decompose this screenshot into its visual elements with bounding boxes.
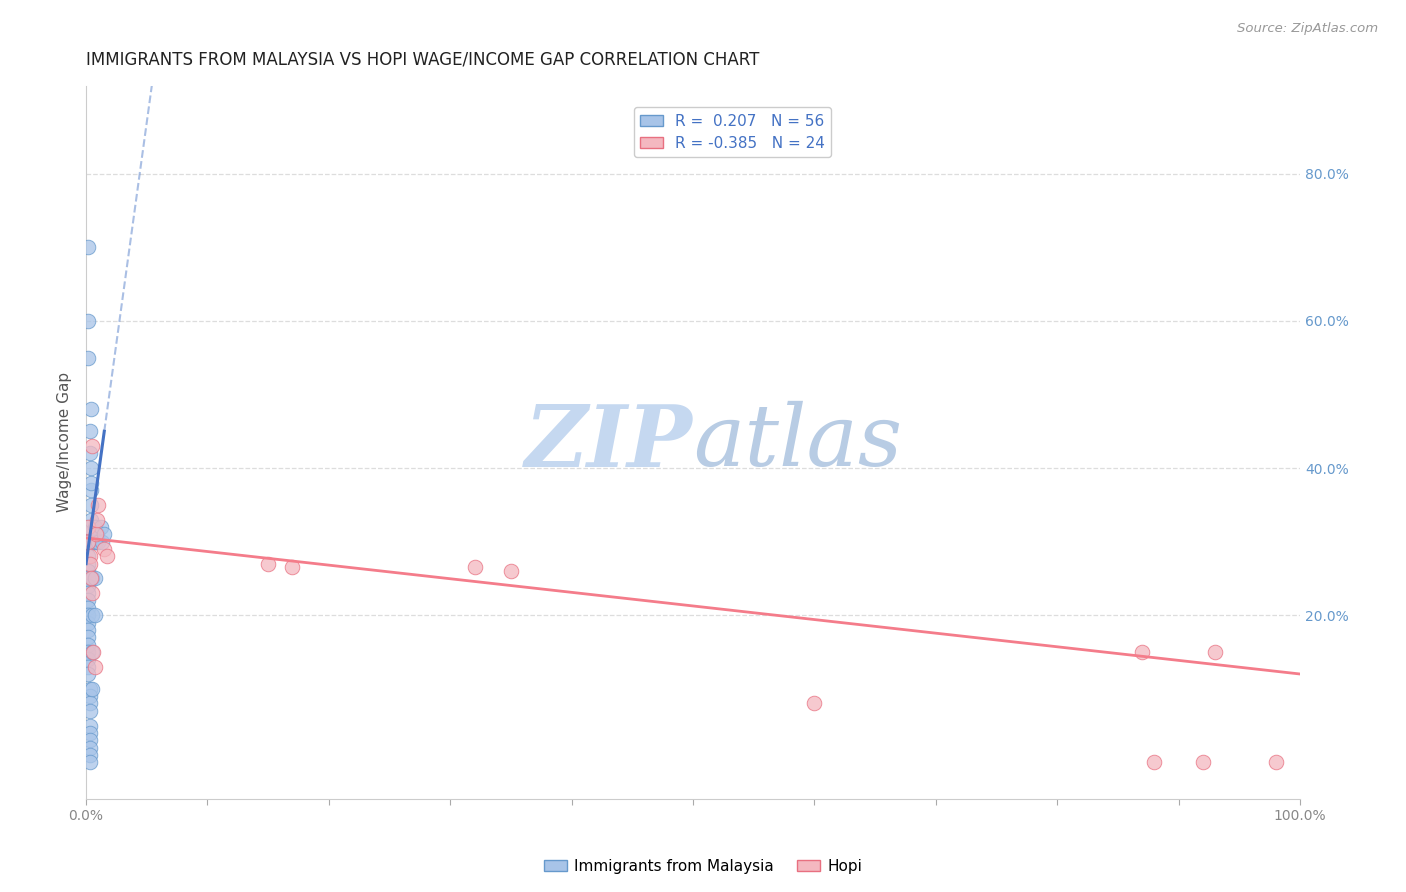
Point (77, 652, 100, 666)
Point (77, 608, 100, 623)
Point (82, 586, 104, 600)
Point (82, 645, 104, 659)
Point (96, 549, 118, 564)
Point (79, 557, 101, 571)
Point (1264, 756, 1286, 770)
Text: IMMIGRANTS FROM MALAYSIA VS HOPI WAGE/INCOME GAP CORRELATION CHART: IMMIGRANTS FROM MALAYSIA VS HOPI WAGE/IN… (86, 51, 759, 69)
Point (90, 534, 112, 549)
Point (86, 527, 108, 541)
Point (82, 534, 104, 549)
Point (79, 697, 101, 711)
Point (80, 461, 103, 475)
Point (77, 314, 100, 328)
Point (77, 579, 100, 593)
Point (93, 527, 115, 541)
Point (77, 520, 100, 534)
Point (79, 740, 101, 755)
Point (80, 498, 103, 512)
Point (77, 527, 100, 541)
Point (82, 681, 104, 696)
Point (77, 549, 100, 564)
Point (77, 557, 100, 571)
Point (82, 439, 104, 453)
Point (83, 520, 105, 534)
Text: Source: ZipAtlas.com: Source: ZipAtlas.com (1237, 22, 1378, 36)
Point (79, 704, 101, 718)
Point (79, 747, 101, 762)
Point (84, 527, 107, 541)
Point (77, 630, 100, 644)
Point (84, 534, 107, 549)
Legend: R =  0.207   N = 56, R = -0.385   N = 24: R = 0.207 N = 56, R = -0.385 N = 24 (634, 107, 831, 157)
Point (77, 534, 100, 549)
Point (257, 557, 280, 571)
Point (77, 564, 100, 578)
Point (1192, 756, 1215, 770)
Point (79, 424, 101, 438)
Point (83, 534, 105, 549)
Point (79, 681, 101, 696)
Point (79, 726, 101, 740)
Point (90, 520, 112, 534)
Point (82, 608, 104, 623)
Point (87, 534, 110, 549)
Point (499, 564, 522, 578)
Point (77, 351, 100, 365)
Point (77, 615, 100, 630)
Point (87, 498, 110, 512)
Point (77, 659, 100, 673)
Point (77, 638, 100, 652)
Point (79, 733, 101, 747)
Text: ZIP: ZIP (526, 401, 693, 484)
Point (79, 756, 101, 770)
Point (83, 608, 105, 623)
Point (77, 586, 100, 600)
Point (79, 718, 101, 732)
Point (77, 520, 100, 534)
Point (803, 697, 825, 711)
Point (83, 571, 105, 585)
Point (1204, 645, 1226, 659)
Legend: Immigrants from Malaysia, Hopi: Immigrants from Malaysia, Hopi (537, 853, 869, 880)
Point (77, 600, 100, 615)
Point (82, 645, 104, 659)
Point (80, 483, 103, 497)
Point (77, 667, 100, 681)
Point (77, 645, 100, 659)
Y-axis label: Wage/Income Gap: Wage/Income Gap (58, 372, 72, 512)
Point (1130, 645, 1153, 659)
Point (281, 560, 304, 574)
Point (79, 549, 101, 564)
Point (80, 512, 103, 526)
Point (77, 593, 100, 607)
Point (93, 541, 115, 556)
Point (77, 240, 100, 254)
Point (80, 402, 103, 417)
Point (79, 689, 101, 703)
Point (77, 534, 100, 549)
Point (77, 623, 100, 637)
Text: atlas: atlas (693, 401, 903, 483)
Point (1143, 756, 1166, 770)
Point (80, 571, 103, 585)
Point (464, 560, 486, 574)
Point (86, 512, 108, 526)
Point (77, 571, 100, 585)
Point (82, 571, 104, 585)
Point (79, 446, 101, 460)
Point (83, 659, 105, 673)
Point (80, 475, 103, 490)
